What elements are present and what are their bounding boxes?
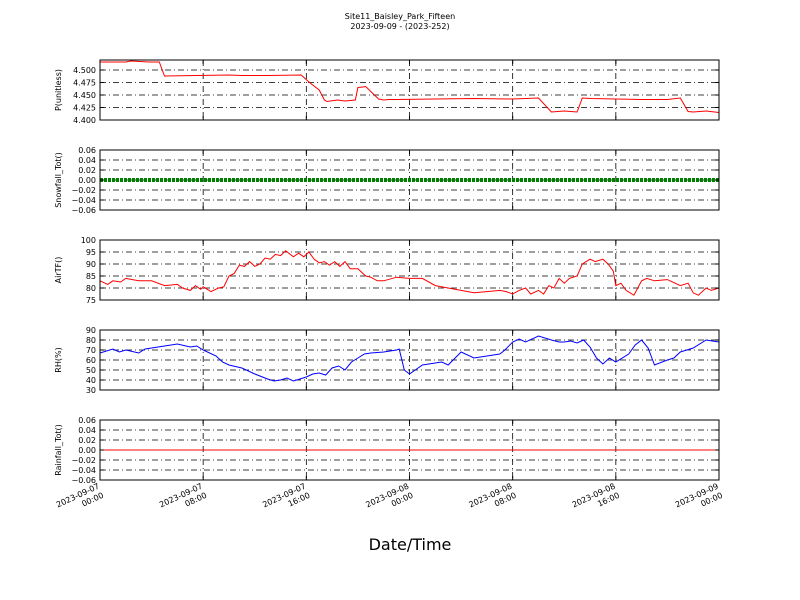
subplots: 4.400 4.425 4.450 4.475 4.500 P(unitless) −0.0… — [54, 59, 720, 485]
x-tick-label: 2023-09-0716:00 — [261, 482, 311, 519]
y-tick-label: −0.02 — [71, 456, 96, 465]
y-axis-label: Rainfall_Tot() — [54, 424, 63, 476]
y-tick-label: 0.06 — [78, 146, 96, 155]
y-tick-label: 0.00 — [78, 446, 96, 455]
y-tick-label: 0.02 — [78, 166, 96, 175]
x-tick-label: 2023-09-0800:00 — [364, 482, 414, 519]
y-tick-label: 4.475 — [73, 79, 96, 88]
y-tick-label: 75 — [86, 296, 96, 305]
y-tick-label: 30 — [86, 386, 96, 395]
y-tick-label: −0.06 — [71, 206, 96, 215]
x-tick-label: 2023-09-0700:00 — [55, 482, 105, 519]
y-tick-label: −0.06 — [71, 476, 96, 485]
x-axis-tick-labels: 2023-09-0700:00 2023-09-0708:00 2023-09-07… — [55, 482, 724, 519]
subplot-5: −0.06−0.04−0.020.000.020.040.06 Rainfall_… — [54, 416, 720, 485]
y-tick-label: 0.06 — [78, 416, 96, 425]
y-tick-label: 60 — [86, 356, 96, 365]
y-axis-label: RH(%) — [54, 347, 63, 372]
y-tick-label: 80 — [86, 284, 96, 293]
y-tick-label: 4.500 — [73, 66, 96, 75]
y-tick-label: 95 — [86, 248, 96, 257]
x-tick-label: 2023-09-0808:00 — [468, 482, 518, 519]
y-tick-label: 4.450 — [73, 91, 96, 100]
x-tick-label: 2023-09-0708:00 — [158, 482, 208, 519]
x-tick-label: 2023-09-0900:00 — [674, 482, 724, 519]
y-tick-label: −0.04 — [71, 196, 96, 205]
plot-frame — [99, 239, 720, 301]
y-tick-label: −0.02 — [71, 186, 96, 195]
series-line — [99, 250, 720, 296]
y-tick-label: 4.425 — [73, 104, 96, 113]
y-tick-label: 0.02 — [78, 436, 96, 445]
y-tick-label: 0.00 — [78, 176, 96, 185]
y-tick-label: 85 — [86, 272, 96, 281]
chart-title: Site11_Baisley_Park_Fifteen — [345, 12, 455, 21]
y-tick-label: 0.04 — [78, 156, 96, 165]
y-tick-label: 100 — [81, 236, 96, 245]
x-axis-label: Date/Time — [369, 535, 452, 554]
plot-frame — [99, 419, 720, 481]
chart-subtitle: 2023-09-09 - (2023-252) — [350, 22, 449, 31]
y-tick-label: 0.04 — [78, 426, 96, 435]
subplot-3: 75 80 85 90 95 100 AirTF() — [54, 236, 720, 305]
plot-frame — [99, 149, 720, 211]
y-axis-label: AirTF() — [54, 257, 63, 284]
y-tick-label: −0.04 — [71, 466, 96, 475]
subplot-2: −0.06−0.04−0.020.000.020.040.06 Snowfall_… — [54, 146, 720, 215]
y-tick-label: 90 — [86, 326, 96, 335]
y-tick-label: 40 — [86, 376, 96, 385]
y-axis-label: P(unitless) — [54, 69, 63, 111]
y-axis-label: Snowfall_Tot() — [54, 152, 63, 208]
y-tick-label: 90 — [86, 260, 96, 269]
y-tick-label: 80 — [86, 336, 96, 345]
x-tick-label: 2023-09-0816:00 — [571, 482, 621, 519]
plot-frame — [99, 59, 720, 121]
series-line — [100, 60, 720, 113]
y-tick-label: 4.400 — [73, 116, 96, 125]
y-tick-label: 70 — [86, 346, 96, 355]
plot-frame — [99, 329, 720, 391]
subplot-1: 4.400 4.425 4.450 4.475 4.500 P(unitless) — [54, 59, 720, 125]
series-line — [99, 335, 720, 382]
y-tick-label: 50 — [86, 366, 96, 375]
